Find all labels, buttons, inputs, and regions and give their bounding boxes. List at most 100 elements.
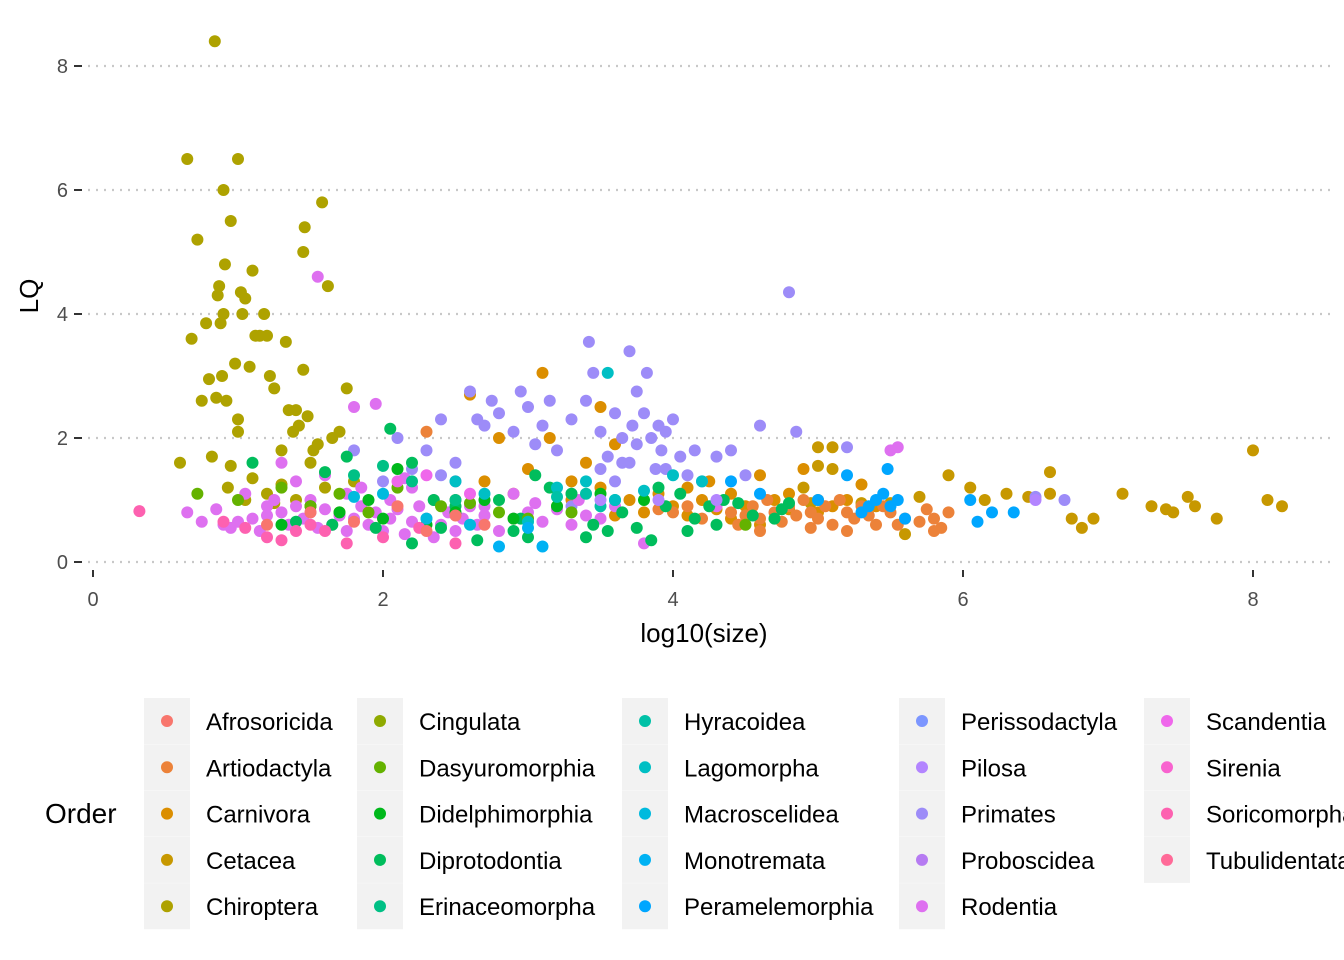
data-point xyxy=(210,503,223,516)
data-point xyxy=(420,469,433,482)
data-point xyxy=(928,512,940,525)
legend-label: Peramelemorphia xyxy=(684,894,874,921)
data-point xyxy=(340,537,353,550)
data-point xyxy=(464,518,476,531)
data-point xyxy=(333,425,346,438)
data-point xyxy=(464,385,476,398)
data-point xyxy=(623,345,636,358)
data-point xyxy=(221,481,234,494)
data-point xyxy=(333,506,346,519)
data-point xyxy=(304,518,317,531)
data-point xyxy=(899,528,911,541)
data-point xyxy=(275,506,288,519)
data-point xyxy=(406,456,418,469)
data-point xyxy=(232,494,244,506)
data-point xyxy=(529,438,542,451)
data-point xyxy=(580,487,592,500)
data-point xyxy=(478,475,491,488)
data-point xyxy=(609,475,621,488)
data-point xyxy=(261,518,273,531)
legend-label: Perissodactyla xyxy=(961,709,1118,736)
data-point xyxy=(688,444,701,457)
data-point xyxy=(220,394,233,407)
data-point xyxy=(232,153,244,165)
data-points xyxy=(133,35,1288,553)
data-point xyxy=(640,366,653,379)
data-point xyxy=(582,335,595,348)
data-point xyxy=(449,525,462,537)
data-point xyxy=(812,459,824,472)
data-point xyxy=(292,419,305,432)
legend-key-dot xyxy=(161,900,173,913)
legend-key-dot xyxy=(916,853,928,866)
legend-label: Lagomorpha xyxy=(684,755,819,782)
data-point xyxy=(507,525,520,537)
data-point xyxy=(398,528,411,541)
data-point xyxy=(471,534,484,547)
data-point xyxy=(275,456,288,469)
data-point xyxy=(877,487,890,500)
data-point xyxy=(601,525,614,537)
y-tick-label: 2 xyxy=(57,428,68,450)
legend-label: Proboscidea xyxy=(961,848,1095,875)
data-point xyxy=(725,475,737,488)
legend-key-dot xyxy=(1161,807,1173,820)
legend-key-dot xyxy=(374,900,386,913)
data-point xyxy=(754,487,766,500)
data-point xyxy=(377,487,389,500)
data-point xyxy=(493,432,505,444)
legend-key-dot xyxy=(916,715,928,727)
data-point xyxy=(435,469,447,482)
data-point xyxy=(529,497,542,510)
legend-label: Sirenia xyxy=(1206,755,1281,782)
data-point xyxy=(536,419,549,432)
data-point xyxy=(522,401,534,413)
data-point xyxy=(1167,506,1180,519)
data-point xyxy=(391,463,404,475)
data-point xyxy=(261,500,273,513)
data-point xyxy=(746,509,759,522)
data-point xyxy=(224,215,237,227)
data-point xyxy=(522,521,534,534)
data-point xyxy=(435,521,447,534)
data-point xyxy=(601,450,614,463)
data-point xyxy=(464,497,476,510)
legend-key-dot xyxy=(161,715,173,727)
data-point xyxy=(268,382,281,395)
data-point xyxy=(565,487,578,500)
legend-key-dot xyxy=(161,761,173,774)
data-point xyxy=(340,525,353,537)
data-point xyxy=(464,487,476,500)
data-point xyxy=(208,35,221,48)
legend-key-dot xyxy=(1161,853,1173,866)
data-point xyxy=(1058,494,1071,506)
data-point xyxy=(449,494,462,506)
x-tick-label: 4 xyxy=(667,589,678,611)
legend-label: Pilosa xyxy=(961,755,1027,782)
data-point xyxy=(833,494,846,506)
data-point xyxy=(263,370,276,382)
data-point xyxy=(362,506,375,519)
data-point xyxy=(275,534,288,547)
legend-key-dot xyxy=(1161,761,1173,774)
legend-key-dot xyxy=(639,900,651,913)
data-point xyxy=(406,475,418,488)
data-point xyxy=(812,441,824,454)
data-point xyxy=(580,456,592,469)
data-point xyxy=(493,525,505,537)
data-point xyxy=(246,456,259,469)
data-point xyxy=(580,475,592,488)
data-point xyxy=(891,441,904,454)
data-point xyxy=(638,407,650,420)
data-point xyxy=(216,370,229,382)
axis-ticks: 0 2 4 6 8 0 2 4 6 8 xyxy=(57,56,1259,611)
data-point xyxy=(319,466,331,479)
data-point xyxy=(681,500,694,513)
data-point xyxy=(732,497,745,510)
data-point xyxy=(928,525,940,537)
data-point xyxy=(1189,500,1201,513)
legend-label: Cingulata xyxy=(419,709,521,736)
data-point xyxy=(1000,487,1013,500)
data-point xyxy=(710,494,723,506)
x-tick-label: 0 xyxy=(87,589,98,611)
